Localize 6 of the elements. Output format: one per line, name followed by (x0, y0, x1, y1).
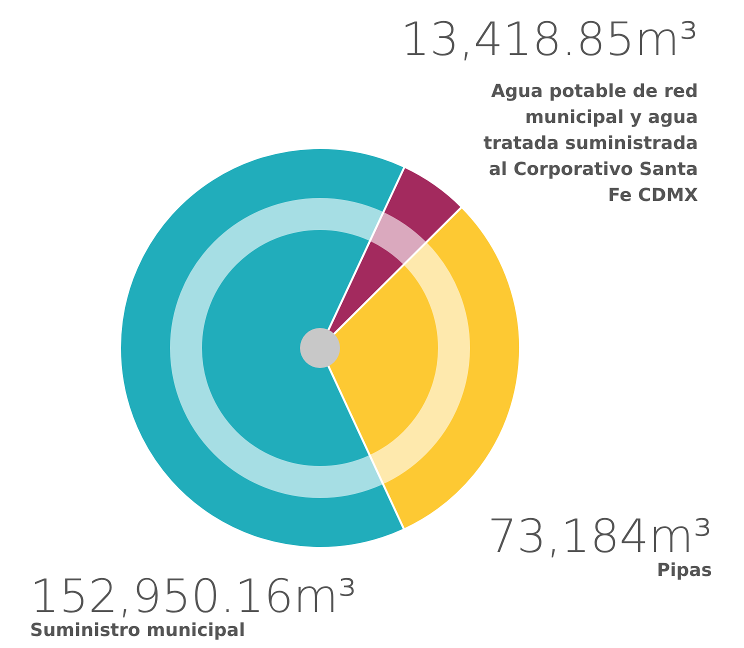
data-label: 13,418.85m³ (400, 12, 698, 66)
slice-label: Agua potable de red municipal y agua tratada suministrada al Corporativo Santa Fe CDMX (484, 81, 698, 206)
slice-label: Suministro municipal (30, 620, 246, 641)
data-label: 73,184m³ (488, 509, 712, 563)
slice-label: Pipas (656, 560, 712, 581)
data-label: 152,950.16m³ (30, 569, 357, 623)
